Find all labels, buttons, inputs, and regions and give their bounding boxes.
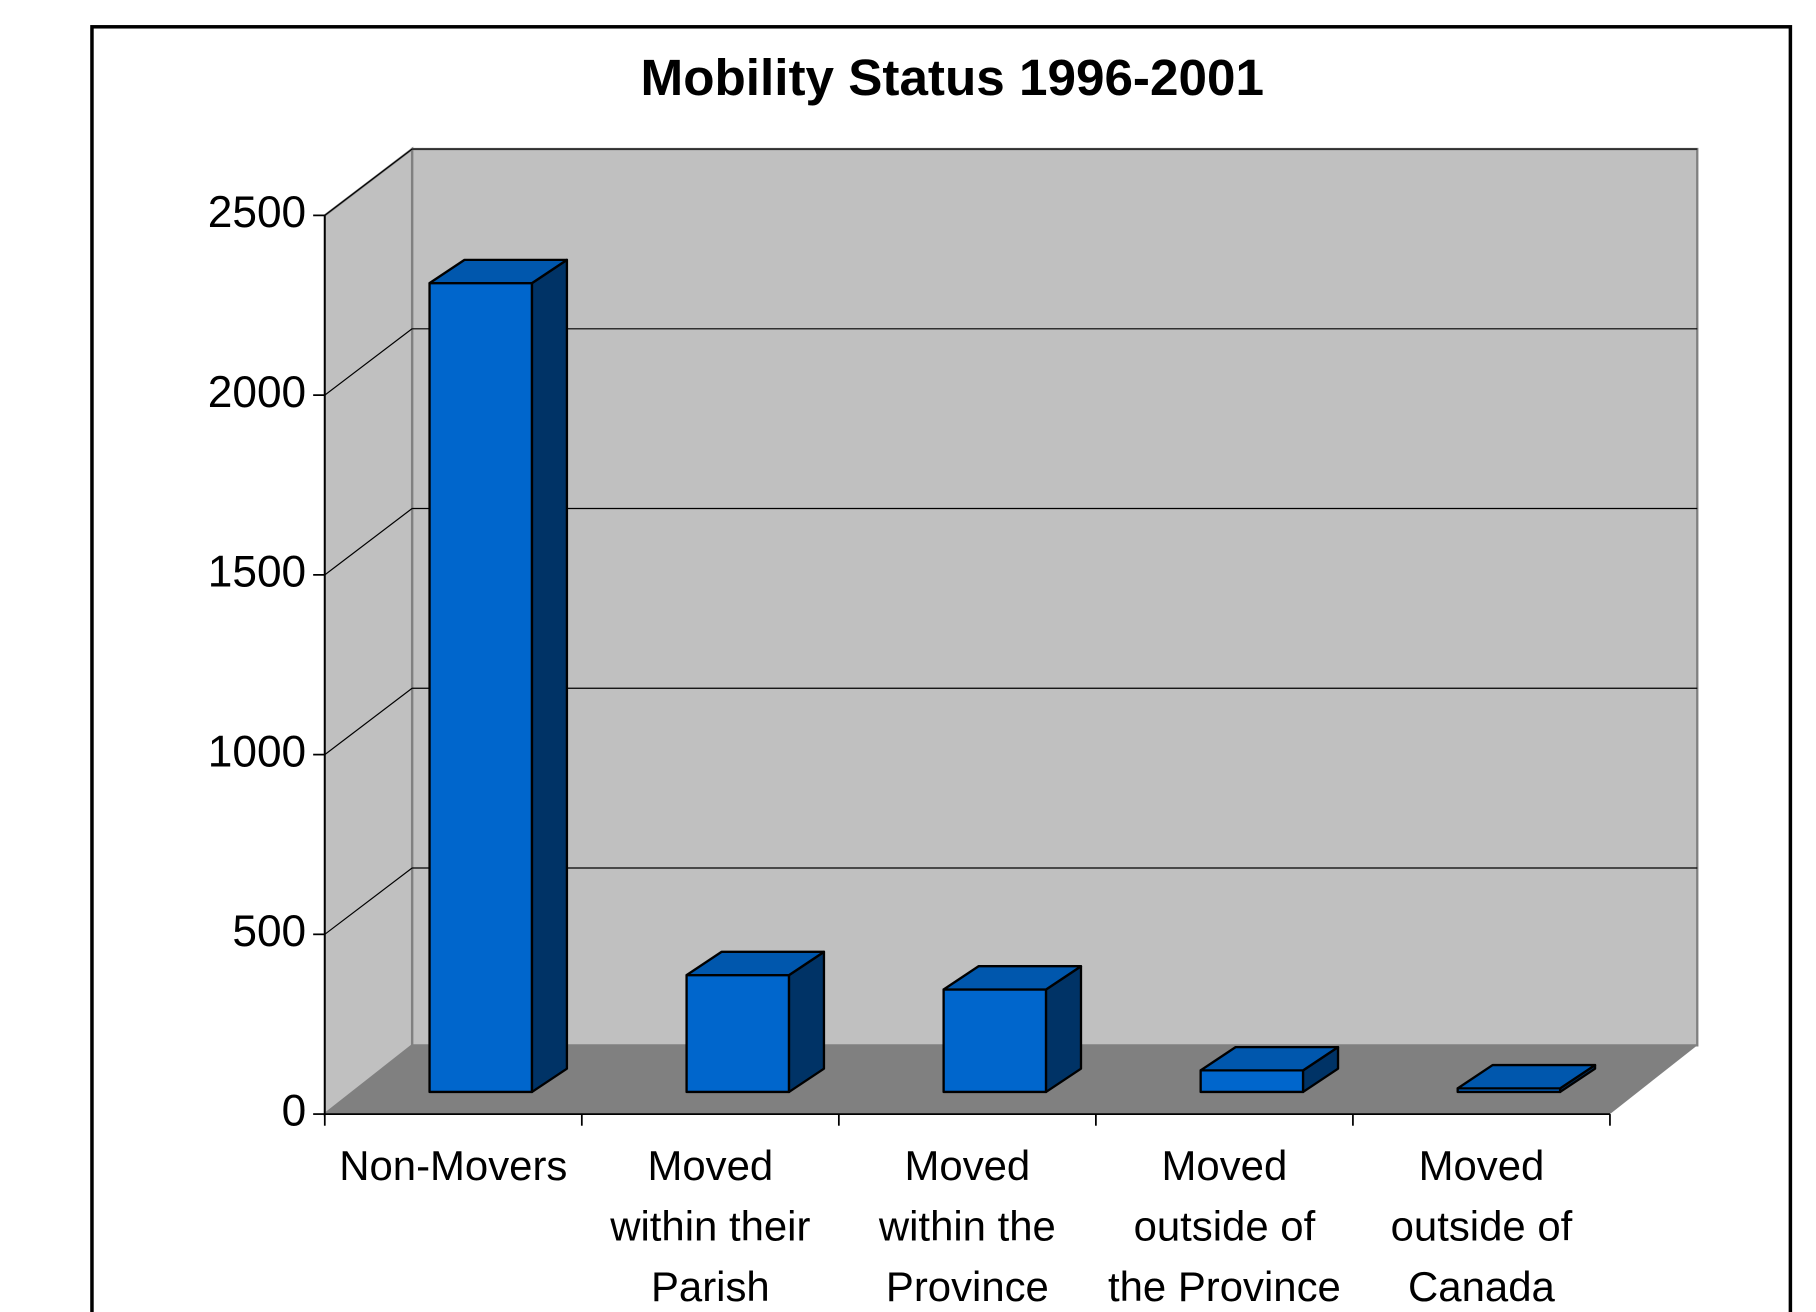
x-tick-label-line: the Province [1108,1263,1341,1310]
back-wall [410,147,1699,1047]
x-tick-label-line: Moved [647,1142,773,1189]
bar-front [1199,1069,1305,1094]
x-tick-label-line: Province [886,1263,1049,1310]
grid-line [324,508,413,576]
grid-line [324,687,413,756]
bar [1456,1063,1597,1094]
x-tick-label-line: Canada [1408,1263,1555,1310]
bar-top [1199,1045,1340,1072]
bar [428,258,569,1094]
x-tick-label-line: Moved [1162,1142,1288,1189]
x-tick-label: Moved within the Province [878,1142,1056,1310]
x-tick-label-line: outside of [1391,1202,1573,1249]
x-tick-label-line: outside of [1134,1202,1316,1249]
bar-top [685,950,826,977]
x-tick-label-line: Moved [1419,1142,1545,1189]
y-tick-label: 1500 [208,548,306,597]
bar [685,950,826,1094]
bar-front [685,973,791,1094]
x-tick-label: Non-Movers [339,1142,567,1189]
x-tick-label-line: within the [878,1202,1056,1249]
grid-line [324,328,413,396]
side-wall [323,146,414,1117]
bar-top [428,258,569,285]
bar [1199,1045,1340,1094]
bar [942,965,1083,1094]
bar-front [942,988,1048,1094]
y-tick-label: 2500 [208,188,306,237]
chart-title: Mobility Status 1996-2001 [641,49,1264,106]
x-tick-label-line: within their [609,1202,810,1249]
x-tick-label: Moved within their Parish [609,1142,810,1310]
y-tick-label: 500 [232,907,306,956]
bar-front [428,281,534,1094]
grid-line [324,867,413,935]
x-tick-label: Moved outside of Canada [1391,1142,1573,1310]
x-tick-label: Moved outside of the Province [1108,1142,1341,1310]
y-tick-label: 2000 [208,368,306,417]
x-tick-label-line: Moved [905,1142,1031,1189]
x-tick-label-line: Non-Movers [339,1142,567,1189]
x-tick-label-line: Parish [651,1263,770,1310]
bar-top [942,965,1083,991]
bar-side [530,258,569,1094]
y-tick-label: 0 [282,1087,307,1136]
y-tick-label: 1000 [208,727,306,776]
grid-line [324,148,413,216]
bar-top [1456,1063,1597,1090]
